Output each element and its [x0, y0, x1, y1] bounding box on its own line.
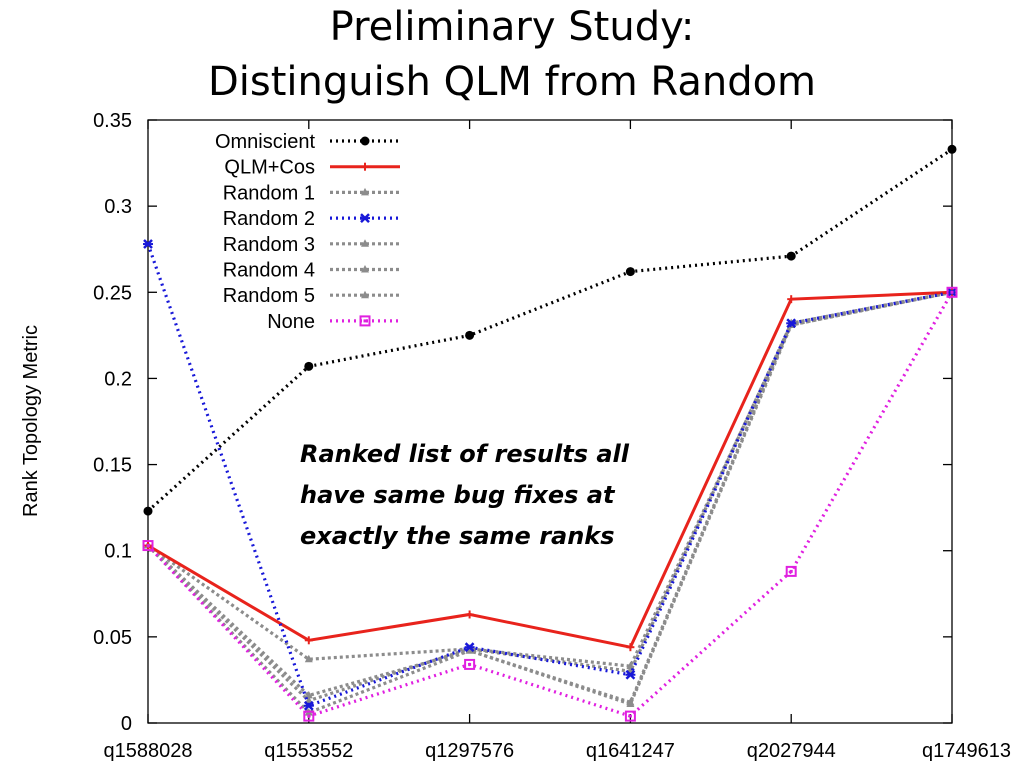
y-tick-label: 0.05: [93, 627, 132, 649]
chart-title: Preliminary Study: Distinguish QLM from …: [0, 0, 1024, 110]
data-point: [785, 565, 797, 577]
data-point-inner: [307, 714, 311, 718]
x-tick-label: q2027944: [747, 740, 836, 762]
x-tick-label: q1588028: [104, 740, 193, 762]
data-point: [465, 610, 474, 619]
annotation-line-2: have same bug fixes at: [300, 481, 615, 509]
data-point: [361, 290, 369, 299]
legend-label: Random 5: [223, 285, 315, 307]
data-point: [304, 690, 313, 699]
data-point-inner: [146, 544, 150, 548]
series-line: [146, 290, 953, 703]
legend-label: Random 2: [223, 208, 315, 230]
axes: 0 0.05 0.1 0.15 0.2 0.25 0.3 0.35 q1588028 q15535…: [93, 110, 1011, 762]
data-point: [143, 506, 153, 516]
y-tick-label: 0.15: [93, 455, 132, 477]
legend-label: Random 4: [223, 260, 315, 282]
data-point: [787, 295, 796, 304]
data-point: [625, 267, 635, 277]
data-point: [625, 669, 636, 680]
legend-label: None: [267, 311, 315, 333]
data-point: [304, 361, 314, 371]
y-tick-label: 0.1: [104, 541, 132, 563]
data-point: [360, 213, 370, 223]
data-point: [304, 636, 313, 645]
data-point-inner: [363, 319, 367, 323]
legend-item: Random 1: [223, 182, 400, 204]
title-line-2: Distinguish QLM from Random: [207, 59, 817, 105]
x-tick-label: q1297576: [425, 740, 514, 762]
y-tick-label: 0.25: [93, 282, 132, 304]
series-line: [146, 291, 954, 718]
legend-item: Random 2: [223, 208, 400, 230]
data-point: [361, 162, 369, 171]
data-point-inner: [628, 714, 632, 718]
data-point: [304, 654, 313, 663]
data-point: [361, 187, 369, 196]
data-point: [361, 239, 369, 247]
legend-item: Random 5: [223, 285, 400, 307]
data-point: [464, 658, 476, 670]
legend-label: Random 1: [223, 182, 315, 204]
legend-item: Random 4: [223, 260, 400, 282]
data-point: [359, 315, 371, 327]
data-point: [304, 696, 313, 704]
data-point: [626, 699, 635, 708]
x-tick-label: q1553552: [264, 740, 353, 762]
y-tick-label: 0: [121, 713, 132, 735]
data-point: [465, 646, 474, 654]
y-tick-label: 0.35: [93, 110, 132, 132]
data-point: [142, 540, 154, 552]
data-point: [624, 710, 636, 722]
legend-label: QLM+Cos: [224, 157, 315, 179]
legend-label: Random 3: [223, 234, 315, 256]
plot-frame: [147, 119, 953, 724]
legend-item: QLM+Cos: [224, 157, 400, 179]
x-tick-label: q1641247: [586, 740, 675, 762]
data-point: [786, 251, 796, 261]
series-none: [142, 286, 958, 722]
data-point: [626, 643, 635, 652]
legend: Omniscient QLM+Cos Random 1 Random 2 Random …: [215, 131, 400, 333]
series-lines: [142, 144, 958, 722]
legend-item: Random 3: [223, 234, 400, 256]
legend-item: Omniscient: [215, 131, 400, 153]
data-point: [303, 710, 315, 722]
data-point-inner: [789, 569, 793, 573]
legend-label: Omniscient: [215, 131, 315, 153]
data-point-inner: [950, 290, 954, 294]
series-line: [146, 243, 953, 708]
data-point: [465, 330, 475, 340]
y-tick-label: 0.2: [104, 368, 132, 390]
data-point: [786, 318, 797, 329]
annotation-line-3: exactly the same ranks: [300, 522, 615, 550]
data-point: [946, 286, 958, 298]
y-tick-label: 0.3: [104, 196, 132, 218]
y-axis-label: Rank Topology Metric: [20, 325, 42, 517]
data-point: [464, 642, 475, 653]
title-line-1: Preliminary Study:: [329, 4, 695, 50]
data-point: [303, 700, 314, 711]
legend-item: None: [267, 311, 400, 333]
x-tick-label: q1749613: [922, 740, 1011, 762]
data-point: [361, 265, 369, 273]
data-point: [947, 144, 957, 154]
annotation-line-1: Ranked list of results all: [300, 440, 630, 468]
data-point-inner: [468, 662, 472, 666]
data-point: [143, 239, 153, 249]
series-line: [146, 290, 953, 715]
series-omniscient: [143, 144, 957, 516]
series-line: [146, 147, 953, 513]
annotation-text: Ranked list of results all have same bug…: [300, 434, 629, 557]
data-point: [360, 136, 370, 146]
